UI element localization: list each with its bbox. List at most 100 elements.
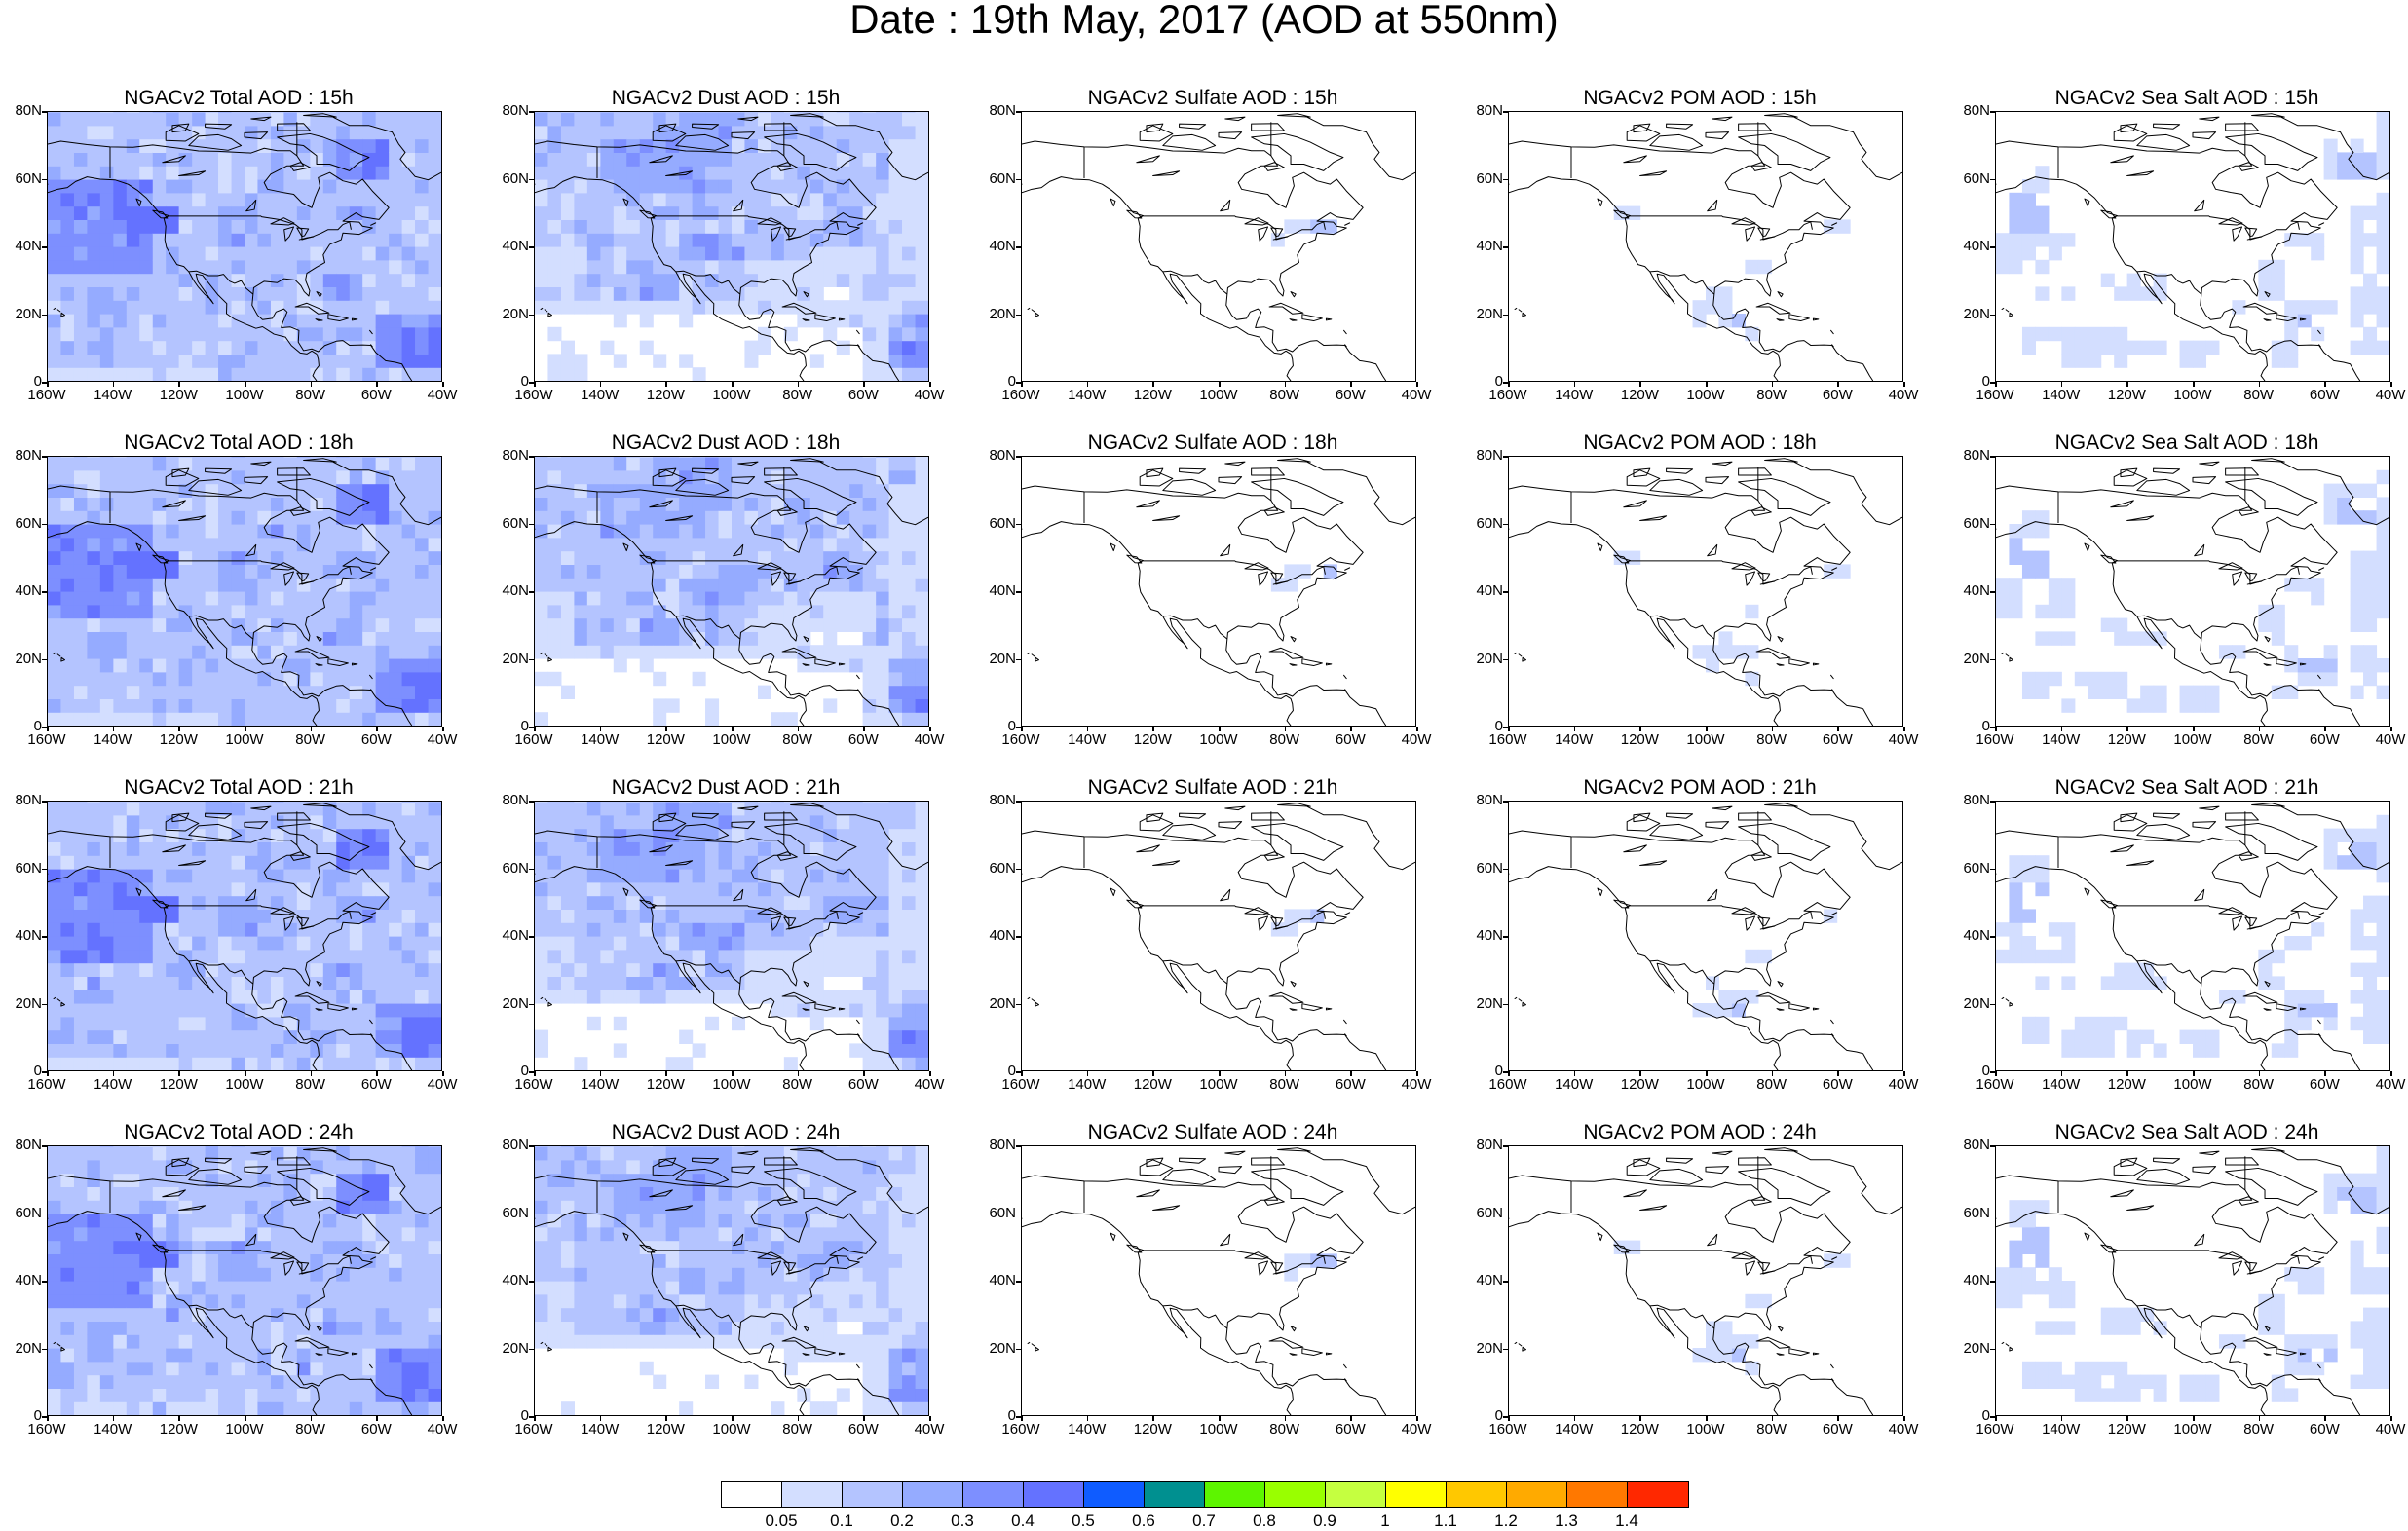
colorbar-swatch <box>1024 1482 1084 1507</box>
lat-tick-mark <box>529 868 534 870</box>
lat-tick-mark <box>1016 1071 1021 1073</box>
lat-tick-mark <box>529 246 534 248</box>
lat-tick-mark <box>529 314 534 316</box>
panel-title: NGACv2 Sulfate AOD : 18h <box>1087 431 1338 454</box>
colorbar-swatch <box>963 1482 1024 1507</box>
lat-tick-label: 0 <box>1494 373 1503 390</box>
lat-tick-mark <box>1990 1348 1995 1350</box>
lat-tick-label: 20N <box>502 305 529 322</box>
lon-tick-label: 80W <box>1269 1076 1300 1093</box>
map-panel-sulfate-18h: NGACv2 Sulfate AOD : 18h 80N 60N 40N 20N 0 160… <box>974 430 1451 762</box>
country-borders <box>2057 1156 2300 1329</box>
lon-tick-label: 140W <box>1068 387 1107 403</box>
lon-tick-mark <box>1350 727 1352 731</box>
country-borders <box>1083 1156 1326 1329</box>
lat-tick-mark <box>1990 591 1995 593</box>
lon-tick-mark <box>929 1416 931 1421</box>
lat-tick-mark <box>529 1213 534 1214</box>
lon-tick-label: 160W <box>1975 1076 2014 1093</box>
lon-tick-label: 160W <box>1975 731 2014 748</box>
lat-tick-mark <box>1990 727 1995 728</box>
lon-tick-mark <box>665 1416 667 1421</box>
lat-tick-label: 60N <box>989 514 1016 532</box>
lat-tick-label: 40N <box>1476 238 1503 254</box>
lon-tick-label: 40W <box>427 1421 458 1438</box>
country-borders <box>109 811 352 985</box>
lon-tick-mark <box>178 1416 180 1421</box>
lon-tick-mark <box>2193 727 2195 731</box>
country-borders <box>1570 467 1813 640</box>
lon-tick-mark <box>2324 727 2326 731</box>
lat-tick-label: 80N <box>1963 102 1990 119</box>
lon-tick-mark <box>1219 1071 1221 1076</box>
lon-tick-mark <box>929 382 931 387</box>
lon-tick-label: 120W <box>1620 1076 1659 1093</box>
lat-tick-mark <box>1503 936 1508 938</box>
lat-tick-mark <box>1990 1145 1995 1147</box>
lat-tick-mark <box>1016 314 1021 316</box>
lon-tick-mark <box>245 1071 246 1076</box>
lat-tick-mark <box>42 178 47 180</box>
map-plot-area <box>1021 456 1416 727</box>
lat-tick-mark <box>1503 178 1508 180</box>
lat-tick-label: 20N <box>1476 1339 1503 1357</box>
lat-tick-mark <box>1016 936 1021 938</box>
lon-tick-mark <box>1086 1416 1089 1421</box>
lat-tick-label: 0 <box>1494 718 1503 734</box>
lat-tick-mark <box>1990 1071 1995 1073</box>
lat-tick-mark <box>1990 1213 1995 1214</box>
lon-tick-mark <box>1508 382 1510 387</box>
colorbar-label: 1.1 <box>1434 1512 1457 1530</box>
map-canvas <box>535 457 928 726</box>
lat-tick-label: 0 <box>1981 1063 1990 1079</box>
map-plot-area <box>534 801 929 1071</box>
colorbar-swatch <box>1084 1482 1145 1507</box>
lat-tick-mark <box>1503 246 1508 248</box>
lat-tick-mark <box>1503 658 1508 660</box>
lat-tick-mark <box>1016 456 1021 458</box>
lon-tick-mark <box>599 1416 602 1421</box>
lon-tick-mark <box>1508 1416 1510 1421</box>
map-plot-area <box>1995 1145 2390 1416</box>
lon-tick-label: 80W <box>295 731 326 748</box>
lon-tick-mark <box>376 382 378 387</box>
lat-tick-mark <box>1503 1145 1508 1147</box>
lon-tick-label: 60W <box>847 387 879 403</box>
lat-tick-label: 40N <box>15 238 42 254</box>
lon-tick-label: 100W <box>1199 1076 1238 1093</box>
lon-tick-label: 160W <box>1488 731 1527 748</box>
lon-tick-label: 140W <box>94 1076 132 1093</box>
lon-tick-label: 60W <box>2309 1421 2340 1438</box>
lon-tick-label: 80W <box>2243 1421 2275 1438</box>
lon-tick-label: 40W <box>2375 1076 2406 1093</box>
lon-tick-label: 140W <box>581 731 620 748</box>
map-panel-pom-24h: NGACv2 POM AOD : 24h 80N 60N 40N 20N 0 160W 140… <box>1461 1120 1938 1451</box>
lon-tick-mark <box>1021 727 1023 731</box>
lon-tick-mark <box>376 727 378 731</box>
lon-tick-label: 120W <box>1620 1421 1659 1438</box>
lat-tick-label: 80N <box>1476 447 1503 464</box>
lat-tick-label: 40N <box>989 1272 1016 1288</box>
lon-tick-label: 80W <box>295 1421 326 1438</box>
lon-tick-mark <box>929 727 931 731</box>
lat-tick-label: 0 <box>33 1407 42 1424</box>
lat-tick-mark <box>1016 868 1021 870</box>
colorbar-swatch <box>1567 1482 1628 1507</box>
lat-tick-label: 40N <box>1476 582 1503 599</box>
colorbar-swatch <box>1205 1482 1265 1507</box>
lon-tick-label: 100W <box>1686 1421 1725 1438</box>
map-panel-total-21h: NGACv2 Total AOD : 21h 80N 60N 40N 20N 0 160W 1… <box>0 775 477 1106</box>
lon-tick-label: 140W <box>2042 731 2081 748</box>
aod-field <box>48 112 441 381</box>
country-borders <box>1570 1156 1813 1329</box>
lon-tick-mark <box>1508 727 1510 731</box>
lon-tick-label: 80W <box>2243 387 2275 403</box>
lon-tick-label: 140W <box>1555 387 1594 403</box>
colorbar-label: 0.3 <box>951 1512 974 1530</box>
lon-tick-label: 40W <box>1888 387 1919 403</box>
lat-tick-label: 20N <box>989 1339 1016 1357</box>
lon-tick-label: 100W <box>1199 387 1238 403</box>
lon-tick-label: 80W <box>1269 387 1300 403</box>
lon-tick-mark <box>863 1416 865 1421</box>
lon-tick-label: 80W <box>295 387 326 403</box>
